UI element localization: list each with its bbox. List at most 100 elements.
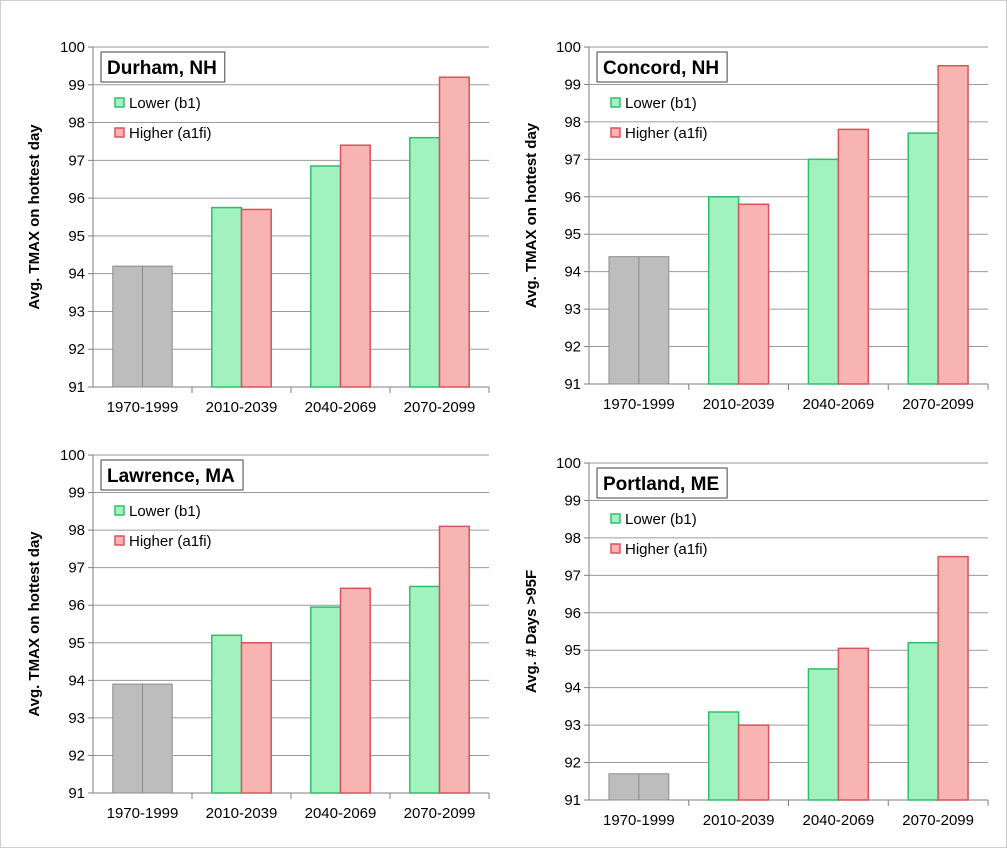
y-tick-label: 96 (68, 190, 85, 207)
chart-panel-4: 91 92 93 94 95 96 97 98 99 100 1970-1999 2010-2039 2… (523, 455, 989, 829)
y-tick-label: 98 (564, 114, 581, 131)
bar-lower (907, 132, 939, 385)
y-tick-label: 93 (68, 710, 85, 727)
legend-swatch-lower (114, 505, 125, 516)
x-tick-label: 2040-2069 (803, 396, 875, 413)
y-tick-label: 97 (564, 567, 581, 584)
legend-swatch-lower (610, 513, 621, 524)
legend-swatch-higher (114, 535, 125, 546)
x-tick-label: 2040-2069 (803, 812, 875, 829)
y-tick-label: 100 (60, 39, 85, 56)
legend-label: Lower (b1) (625, 511, 697, 528)
y-tick-label: 92 (564, 755, 581, 772)
x-tick-label: 2070-2099 (404, 805, 476, 822)
bar-lower (907, 641, 939, 801)
bar-higher (438, 76, 470, 388)
y-tick-label: 100 (60, 447, 85, 464)
legend-swatch-higher (114, 127, 125, 138)
y-tick-label: 91 (564, 792, 581, 809)
x-tick-label: 1970-1999 (107, 399, 179, 416)
x-tick-label: 2010-2039 (703, 812, 775, 829)
legend-label: Lower (b1) (129, 503, 201, 520)
chart-panel-3: 91 92 93 94 95 96 97 98 99 100 1970-1999 2010-2039 2… (26, 447, 490, 822)
bar-higher (339, 587, 371, 794)
legend-swatch-lower (610, 97, 621, 108)
y-tick-label: 99 (564, 76, 581, 93)
y-tick-label: 98 (68, 115, 85, 132)
y-tick-label: 95 (564, 226, 581, 243)
y-tick-label: 92 (68, 341, 85, 358)
legend-label: Lower (b1) (129, 95, 201, 112)
y-tick-label: 91 (68, 379, 85, 396)
bar-lower (807, 158, 840, 385)
x-tick-label: 2070-2099 (404, 399, 476, 416)
y-tick-label: 97 (68, 152, 85, 169)
y-tick-label: 92 (68, 747, 85, 764)
y-tick-label: 93 (564, 717, 581, 734)
bar-higher (937, 555, 969, 801)
bar-higher (240, 208, 272, 388)
x-tick-label: 2070-2099 (902, 396, 974, 413)
x-tick-label: 1970-1999 (603, 396, 675, 413)
bar-higher (438, 525, 470, 794)
legend-swatch-higher (610, 127, 621, 138)
legend-label: Lower (b1) (625, 95, 697, 112)
y-tick-label: 97 (564, 151, 581, 168)
y-tick-label: 99 (564, 492, 581, 509)
bar-lower (310, 606, 342, 794)
x-tick-label: 2040-2069 (305, 805, 377, 822)
bar-lower (409, 136, 441, 388)
chart-title-box (100, 459, 244, 491)
y-tick-label: 93 (68, 303, 85, 320)
x-tick-label: 2040-2069 (305, 399, 377, 416)
y-tick-label: 94 (564, 264, 581, 281)
y-tick-label: 100 (556, 39, 581, 56)
y-tick-label: 96 (564, 605, 581, 622)
chart-title: Lawrence, MA (107, 466, 235, 487)
y-tick-label: 94 (564, 680, 581, 697)
legend-label: Higher (a1fi) (129, 125, 212, 142)
bar-lower (310, 165, 342, 388)
y-tick-label: 95 (68, 635, 85, 652)
y-tick-label: 95 (564, 642, 581, 659)
chart-title-box (596, 51, 728, 83)
x-tick-label: 2070-2099 (902, 812, 974, 829)
bar-lower (707, 196, 740, 385)
bar-higher (339, 144, 371, 388)
chart-title-box (100, 51, 226, 83)
y-tick-label: 91 (68, 785, 85, 802)
y-axis-label: Avg. TMAX on hottest day (26, 531, 43, 717)
y-tick-label: 93 (564, 301, 581, 318)
bar-lower (211, 634, 243, 794)
bar-lower (707, 711, 740, 801)
bar-higher (737, 724, 770, 801)
x-tick-label: 2010-2039 (206, 399, 278, 416)
y-tick-label: 96 (564, 189, 581, 206)
y-tick-label: 97 (68, 560, 85, 577)
chart-title: Portland, ME (603, 474, 719, 495)
legend-label: Higher (a1fi) (625, 125, 708, 142)
legend-label: Higher (a1fi) (129, 533, 212, 550)
y-tick-label: 99 (68, 485, 85, 502)
y-axis-label: Avg. TMAX on hottest day (26, 124, 43, 310)
y-tick-label: 98 (564, 530, 581, 547)
chart-title-box (596, 467, 728, 499)
bar-higher (240, 642, 272, 794)
bar-higher (837, 647, 870, 801)
chart-panel-1: 91 92 93 94 95 96 97 98 99 100 1970-1999 2010-2039 2… (26, 39, 490, 416)
x-tick-label: 2010-2039 (703, 396, 775, 413)
y-tick-label: 99 (68, 77, 85, 94)
chart-title: Durham, NH (107, 58, 217, 79)
bar-lower (409, 585, 441, 794)
bar-higher (737, 203, 770, 385)
y-tick-label: 91 (564, 376, 581, 393)
y-tick-label: 94 (68, 672, 85, 689)
legend-swatch-higher (610, 543, 621, 554)
y-tick-label: 98 (68, 522, 85, 539)
y-tick-label: 96 (68, 597, 85, 614)
y-tick-label: 92 (564, 339, 581, 356)
legend-swatch-lower (114, 97, 125, 108)
bar-higher (837, 128, 870, 385)
